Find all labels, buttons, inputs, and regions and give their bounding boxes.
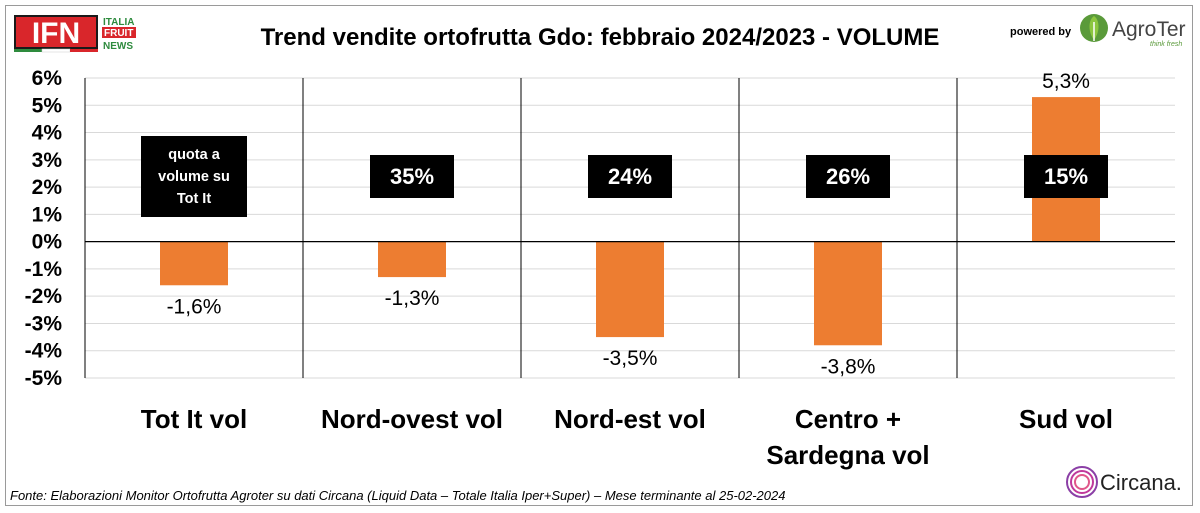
x-axis-labels: Tot It vol Nord-ovest vol Nord-est vol Cent…: [141, 404, 1113, 470]
x-tick-label: Sud vol: [1019, 404, 1113, 434]
share-badge-text: 35%: [390, 164, 434, 189]
bar: [378, 241, 446, 278]
ifn-logo-line3: NEWS: [103, 41, 133, 52]
data-label: -3,5%: [603, 347, 658, 370]
bars: [160, 97, 1100, 346]
share-badge-text: volume su: [158, 169, 230, 185]
chart-frame: [5, 5, 1193, 506]
data-labels: -1,6% -1,3% -3,5% -3,8% 5,3%: [167, 70, 1090, 378]
bar: [814, 241, 882, 346]
y-tick-label: -5%: [25, 367, 63, 390]
powered-by-label: powered by: [1010, 26, 1072, 38]
data-label: 5,3%: [1042, 70, 1090, 93]
category-dividers: [84, 78, 958, 378]
y-tick-label: 5%: [32, 94, 63, 117]
share-badge-text: 15%: [1044, 164, 1088, 189]
share-badge: [588, 155, 672, 198]
share-badge-text: 24%: [608, 164, 652, 189]
bar: [596, 241, 664, 338]
y-tick-label: -4%: [25, 340, 63, 363]
y-tick-label: 6%: [32, 67, 63, 90]
share-badges: quota a volume su Tot It 35% 24% 26% 15%: [141, 136, 1108, 217]
share-badge: [141, 136, 247, 217]
chart-title: Trend vendite ortofrutta Gdo: febbraio 2…: [260, 24, 940, 51]
share-badge-text: 26%: [826, 164, 870, 189]
x-tick-label: Sardegna vol: [766, 440, 929, 470]
agroter-logo-tagline: think fresh: [1150, 41, 1182, 48]
circana-logo: Circana.: [1066, 466, 1182, 498]
share-badge: [370, 155, 454, 198]
ifn-logo-line2: FRUIT: [104, 28, 133, 39]
share-badge: [1024, 155, 1108, 198]
y-tick-label: -1%: [25, 258, 63, 281]
x-tick-label: Centro +: [795, 404, 901, 434]
source-note: Fonte: Elaborazioni Monitor Ortofrutta A…: [10, 488, 786, 503]
x-tick-label: Nord-est vol: [554, 404, 706, 434]
data-label: -3,8%: [821, 355, 876, 378]
share-badge-text: quota a: [168, 147, 220, 163]
y-axis-ticks: 6% 5% 4% 3% 2% 1% 0% -1% -2% -3% -4% -5%: [25, 67, 63, 390]
y-tick-label: -2%: [25, 285, 63, 308]
data-label: -1,6%: [167, 295, 222, 318]
x-tick-label: Tot It vol: [141, 404, 247, 434]
y-tick-label: 0%: [32, 231, 63, 254]
ifn-logo-main: IFN: [32, 17, 80, 50]
y-tick-label: 2%: [32, 176, 63, 199]
y-tick-label: -3%: [25, 312, 63, 335]
data-label: -1,3%: [385, 287, 440, 310]
ifn-logo-line1: ITALIA: [103, 17, 134, 28]
y-tick-label: 4%: [32, 122, 63, 145]
bar: [160, 241, 228, 286]
agroter-logo: AgroTer think fresh: [1080, 14, 1186, 48]
agroter-logo-name: AgroTer: [1112, 18, 1186, 41]
share-badge: [806, 155, 890, 198]
y-tick-label: 1%: [32, 203, 63, 226]
y-tick-label: 3%: [32, 149, 63, 172]
ifn-logo: IFN ITALIA FRUIT NEWS: [14, 15, 136, 53]
share-badge-text: Tot It: [177, 191, 212, 207]
circana-logo-name: Circana.: [1100, 470, 1182, 495]
x-tick-label: Nord-ovest vol: [321, 404, 503, 434]
